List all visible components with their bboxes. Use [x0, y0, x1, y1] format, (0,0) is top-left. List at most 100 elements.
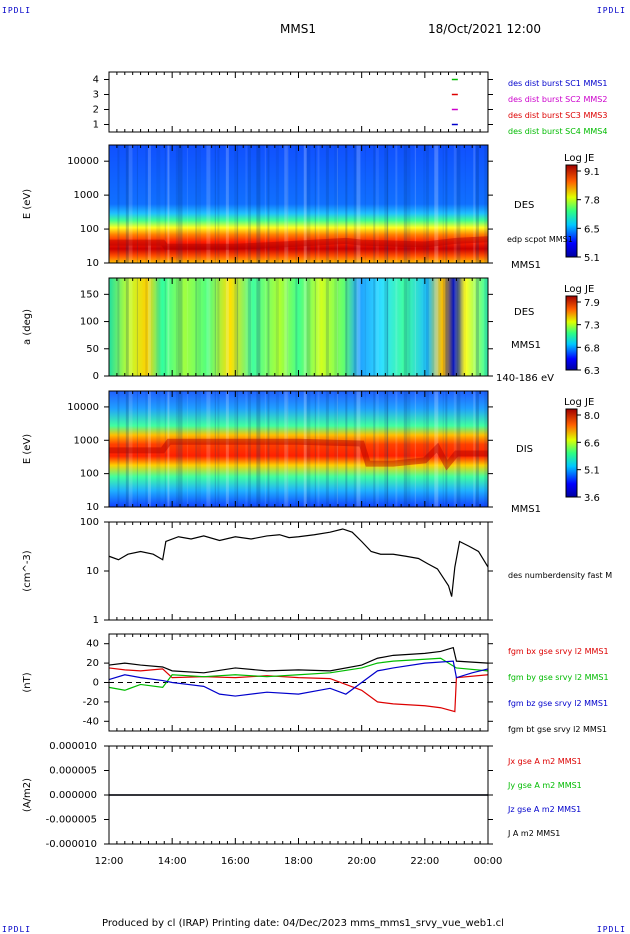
des-pitch-streak [475, 278, 479, 376]
dis-energy-streak [414, 391, 416, 507]
des-energy-streak [214, 145, 216, 263]
des-energy-streak [314, 145, 316, 263]
des-energy-streak [384, 145, 389, 263]
des-pitch-streak [442, 278, 444, 376]
des-pitch-streak [395, 278, 398, 376]
magnetic-field-ylabel: (nT) [22, 672, 33, 692]
des-pitch-streak [156, 278, 161, 376]
des-pitch-streak [423, 278, 426, 376]
des-energy-ylabel: E (eV) [22, 189, 33, 219]
des-pitch-colorbar [565, 295, 578, 371]
des-pitch-streak [147, 278, 151, 376]
des-pitch-streak [306, 278, 311, 376]
des-pitch-streak [336, 278, 338, 376]
dis-energy-streak [303, 391, 307, 507]
y-tick-label: 0.000000 [49, 790, 97, 801]
burst-legend-entry: des dist burst SC3 MMS3 [508, 111, 607, 120]
dis-energy-streak [334, 391, 339, 507]
colorbar-title: Log JE [564, 284, 594, 295]
des-pitch-streak [256, 278, 261, 376]
des-energy-streak [306, 145, 311, 263]
des-energy-streak [286, 145, 288, 263]
panel-label-des: DES [514, 307, 534, 318]
des-pitch-streak [186, 278, 188, 376]
density-ylabel: (cm^-3) [22, 550, 33, 591]
dis-energy-streak [247, 391, 251, 507]
des-pitch-streak [175, 278, 179, 376]
dis-energy-streak [145, 391, 148, 507]
des-pitch-streak [128, 278, 133, 376]
des-pitch-streak [236, 278, 238, 376]
y-tick-label: 1 [93, 120, 99, 131]
dis-energy-streak [206, 391, 211, 507]
des-pitch-streak [356, 278, 361, 376]
des-energy-streak [267, 145, 270, 263]
colorbar-tick-label: 9.1 [584, 167, 600, 178]
des-energy-streak [247, 145, 251, 263]
dis-energy-streak [384, 391, 389, 507]
des-energy-streak [345, 145, 348, 263]
dis-energy-streak [217, 391, 220, 507]
y-tick-label: 10000 [67, 402, 99, 413]
dis-energy-streak [475, 391, 479, 507]
des-pitch-streak [247, 278, 251, 376]
des-energy-streak [484, 145, 489, 263]
series-legend-entry: fgm bz gse srvy l2 MMS1 [508, 699, 608, 708]
des-energy-streak [456, 145, 461, 263]
des-pitch-streak [456, 278, 461, 376]
dis-energy-streak [325, 391, 329, 507]
dis-energy-streak [314, 391, 316, 507]
des-energy-streak [164, 145, 166, 263]
des-energy-streak [275, 145, 279, 263]
des-pitch-streak [178, 278, 183, 376]
burst-legend-entry: des dist burst SC2 MMS2 [508, 95, 607, 104]
panel-label-sc: MMS1 [511, 340, 541, 351]
des-energy-peak-band [109, 236, 489, 250]
dis-energy-streak [484, 391, 489, 507]
panel-label-energy-range: 140-186 eV [496, 373, 554, 384]
series-legend-entry: fgm bx gse srvy l2 MMS1 [508, 647, 609, 656]
des-pitch-streak [373, 278, 376, 376]
des-energy-streak [175, 145, 179, 263]
des-energy-streak [406, 145, 411, 263]
y-tick-label: 40 [86, 639, 99, 650]
y-tick-label: 2 [93, 105, 99, 116]
series-legend-entry: Jx gse A m2 MMS1 [507, 757, 582, 766]
y-tick-label: 3 [93, 90, 99, 101]
des-energy-streak [245, 145, 248, 263]
colorbar-tick-label: 8.0 [584, 411, 600, 422]
des-pitch-streak [145, 278, 148, 376]
colorbar-tick-label: 5.1 [584, 253, 600, 264]
des-pitch-streak [167, 278, 170, 376]
time-tick-label: 22:00 [410, 856, 439, 867]
dis-energy-streak [195, 391, 198, 507]
des-energy-streak [434, 145, 439, 263]
dis-energy-streak [214, 391, 216, 507]
des-pitch-streak [214, 278, 216, 376]
time-tick-label: 00:00 [474, 856, 503, 867]
colorbar-tick-label: 7.8 [584, 196, 600, 207]
des-pitch-streak [267, 278, 270, 376]
des-energy-streak [353, 145, 357, 263]
dis-energy-streak [453, 391, 457, 507]
dis-energy-streak [364, 391, 366, 507]
dis-energy-streak [117, 391, 120, 507]
colorbar-tick-label: 6.8 [584, 343, 600, 354]
des-pitch-streak [225, 278, 229, 376]
des-energy-streak [475, 145, 479, 263]
colorbar-tick-label: 3.6 [584, 493, 600, 504]
des-pitch-streak [245, 278, 248, 376]
colorbar-title: Log JE [564, 153, 594, 164]
dis-energy-streak [275, 391, 279, 507]
des-energy-streak [336, 145, 338, 263]
y-tick-label: 4 [93, 75, 99, 86]
des-pitch-streak [445, 278, 448, 376]
des-pitch-streak [206, 278, 211, 376]
des-energy-streak [403, 145, 407, 263]
corner-tag-bottom-left: IPDLI [2, 925, 32, 934]
series-legend-entry: J A m2 MMS1 [507, 829, 560, 838]
header-datetime: 18/Oct/2021 12:00 [428, 22, 542, 36]
des-pitch-streak [325, 278, 329, 376]
des-pitch-streak [403, 278, 407, 376]
y-tick-label: 100 [80, 224, 99, 235]
